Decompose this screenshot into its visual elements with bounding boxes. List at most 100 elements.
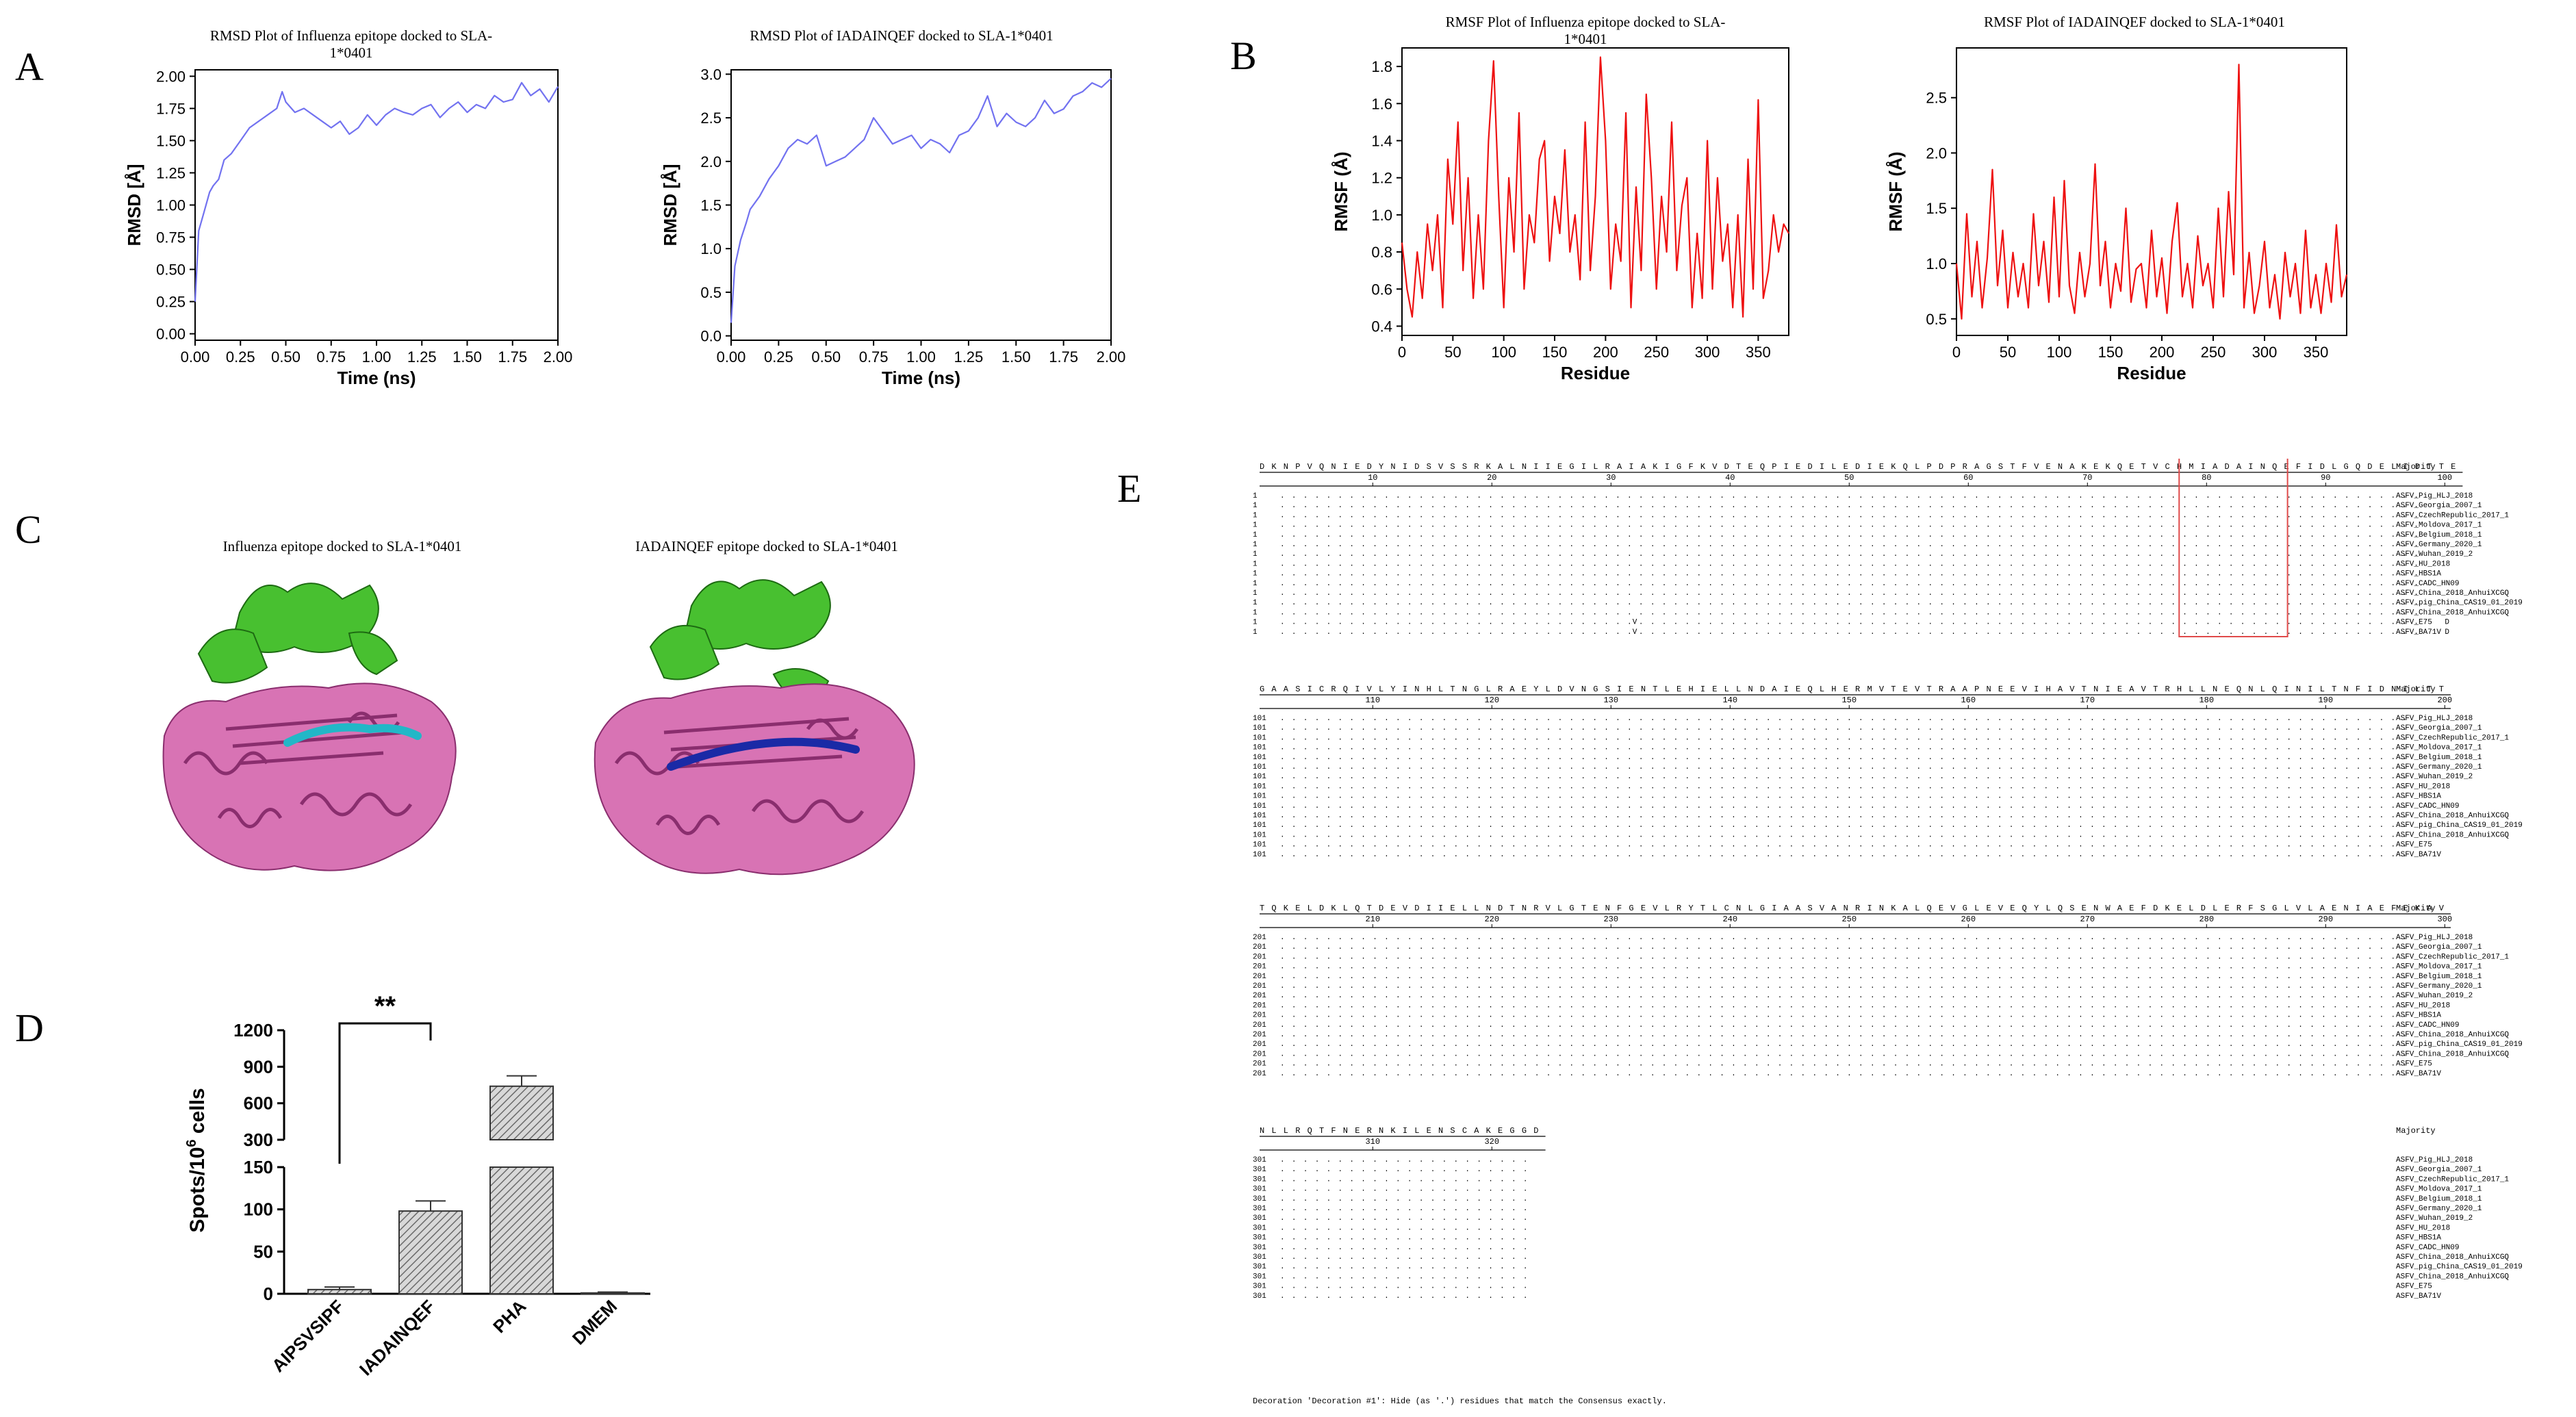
strain-start-position: 201 [1253, 1001, 1266, 1010]
strain-name: ASFV_China_2018_AnhuiXCGQ [2396, 589, 2509, 598]
strain-dots: ........................................… [1280, 715, 2414, 723]
elispot-bar [489, 1085, 554, 1140]
strain-name: ASFV_pig_China_CAS19_01_2019 [2396, 599, 2523, 607]
strain-name: ASFV_E75 [2396, 841, 2432, 850]
rmsf-iadainqef-plot-frame [1956, 47, 2347, 336]
strain-start-position: 201 [1253, 973, 1266, 981]
strain-start-position: 1 [1253, 609, 1258, 617]
ruler-tick-label: 90 [2321, 473, 2330, 483]
structure-caption-influenza: Influenza epitope docked to SLA-1*0401 [222, 538, 462, 554]
rmsd-plot-2-title: RMSD Plot of IADAINQEF docked to SLA-1*0… [750, 27, 1054, 44]
rmsd-influenza-x-tick-label: 0.75 [316, 348, 346, 366]
strain-name: ASFV_CADC_HN09 [2396, 1244, 2459, 1252]
rmsd-influenza-series-line [194, 81, 559, 302]
strain-name: ASFV_HBS1A [2396, 793, 2441, 801]
strain-dots: ........................................… [1280, 763, 2414, 771]
strain-dots: ........................................… [1280, 851, 2414, 859]
structure-influenza-complex [162, 583, 457, 871]
strain-dots: ........................................… [1280, 609, 2425, 617]
rmsf-influenza-y-tick-label: 1.6 [1371, 95, 1392, 112]
strain-name: ASFV_China_2018_AnhuiXCGQ [2396, 1031, 2509, 1039]
rmsd-iadainqef-y-tick-label: 2.5 [700, 110, 722, 127]
rmsf-iadainqef-y-tick-label: 2.0 [1926, 144, 1947, 162]
rmsf-influenza-chart: 0 50 100 150 200 250 300 350 0.4 0.6 0.8 1.0 1.2 1.4 1… [1331, 47, 1789, 383]
elispot-bar-lower [489, 1166, 554, 1294]
strain-dots: ........................................… [1280, 782, 2414, 791]
strain-name: ASFV_Georgia_2007_1 [2396, 724, 2482, 732]
strain-dots: ........................................… [1280, 934, 2414, 942]
ruler-tick-label: 290 [2318, 915, 2333, 924]
strain-name: ASFV_China_2018_AnhuiXCGQ [2396, 812, 2509, 820]
rmsd-iadainqef-x-tick-label: 0.25 [764, 348, 793, 366]
elispot-x-tick-label: AIPSVSIPF [268, 1296, 348, 1376]
strain-dots: ...................... [1280, 1175, 1535, 1184]
strain-name: ASFV_CADC_HN09 [2396, 1021, 2459, 1030]
strain-name: ASFV_Belgium_2018_1 [2396, 754, 2482, 762]
elispot-bar [307, 1288, 372, 1295]
ruler-tick-label: 110 [1365, 695, 1380, 705]
strain-name: ASFV_E75 [2396, 1283, 2432, 1291]
strain-start-position: 201 [1253, 982, 1266, 991]
ruler-tick-label: 140 [1722, 695, 1737, 705]
ruler-tick-label: 200 [2437, 695, 2452, 705]
strain-name: ASFV_CzechRepublic_2017_1 [2396, 1175, 2509, 1184]
rmsf-iadainqef-x-tick-label: 0 [1952, 344, 1961, 361]
rmsd-iadainqef-x-tick-label: 0.75 [859, 348, 889, 366]
majority-label: Majority [2396, 904, 2436, 913]
strain-name: ASFV_pig_China_CAS19_01_2019 [2396, 821, 2523, 830]
strain-start-position: 301 [1253, 1186, 1266, 1194]
strain-name: ASFV_Pig_HLJ_2018 [2396, 1156, 2473, 1164]
strain-start-position: 201 [1253, 1031, 1266, 1039]
ruler-tick-label: 190 [2318, 695, 2333, 705]
elispot-y-label: Spots/106 cells [184, 1088, 209, 1232]
strain-name: ASFV_China_2018_AnhuiXCGQ [2396, 1253, 2509, 1262]
panel-letter-d: D [15, 1006, 44, 1050]
epitope-highlight-box [2178, 459, 2288, 637]
strain-start-position: 1 [1253, 580, 1258, 588]
panel-letter-a: A [15, 44, 44, 89]
strain-start-position: 301 [1253, 1175, 1266, 1184]
strain-dots: ........................................… [1280, 492, 2425, 500]
ruler-tick-label: 320 [1484, 1137, 1499, 1147]
strain-start-position: 1 [1253, 550, 1258, 559]
strain-start-position: 101 [1253, 715, 1266, 723]
rmsd-influenza-y-tick-label: 1.25 [156, 164, 186, 181]
strain-name: ASFV_CzechRepublic_2017_1 [2396, 734, 2509, 742]
strain-dots: ...................... [1280, 1292, 1535, 1301]
strain-start-position: 201 [1253, 1050, 1266, 1058]
ruler-tick-label: 220 [1484, 915, 1499, 924]
ruler-tick-label: 210 [1365, 915, 1380, 924]
rmsf-influenza-y-axis-label: RMSF (Å) [1331, 152, 1351, 232]
rmsf-iadainqef-x-tick-label: 250 [2201, 344, 2226, 361]
strain-name: ASFV_Georgia_2007_1 [2396, 502, 2482, 510]
ruler-tick-label: 260 [1961, 915, 1976, 924]
strain-name: ASFV_Germany_2020_1 [2396, 982, 2482, 991]
rmsd-influenza-chart: 0.00 0.25 0.50 0.75 1.00 1.25 1.50 1.75 2.00 0.00… [124, 68, 572, 388]
rmsf-influenza-x-tick-label: 350 [1746, 344, 1771, 361]
strain-name: ASFV_CADC_HN09 [2396, 802, 2459, 810]
strain-name: ASFV_HU_2018 [2396, 1001, 2450, 1010]
rmsd-iadainqef-y-tick-label: 2.0 [700, 153, 722, 170]
strain-name: ASFV_Germany_2020_1 [2396, 763, 2482, 771]
rmsd-iadainqef-x-tick-label: 1.00 [906, 348, 936, 366]
strain-start-position: 201 [1253, 953, 1266, 961]
ruler-tick-label: 60 [1963, 473, 1973, 483]
rmsf-iadainqef-chart: 0 50 100 150 200 250 300 350 0.5 1.0 1.5 2.0 2.5 Resi… [1885, 47, 2348, 383]
strain-name: ASFV_Wuhan_2019_2 [2396, 550, 2473, 559]
strain-start-position: 301 [1253, 1253, 1266, 1262]
strain-start-position: 1 [1253, 628, 1258, 637]
rmsf-iadainqef-x-tick-label: 200 [2150, 344, 2175, 361]
strain-start-position: 201 [1253, 1012, 1266, 1020]
strain-name: ASFV_Belgium_2018_1 [2396, 973, 2482, 981]
strain-dots: ........................................… [1280, 570, 2425, 578]
strain-dots: ........................................… [1280, 1050, 2414, 1058]
panel-letter-e: E [1117, 466, 1142, 511]
strain-dots: ........................................… [1280, 599, 2425, 607]
strain-start-position: 301 [1253, 1156, 1266, 1164]
rmsf-iadainqef-y-tick-label: 1.0 [1926, 255, 1947, 272]
variant-residue: D [2445, 628, 2449, 637]
strain-dots: ........................................… [1280, 821, 2414, 830]
strain-start-position: 101 [1253, 841, 1266, 850]
strain-dots: ........................................… [1280, 953, 2414, 961]
strain-start-position: 301 [1253, 1244, 1266, 1252]
